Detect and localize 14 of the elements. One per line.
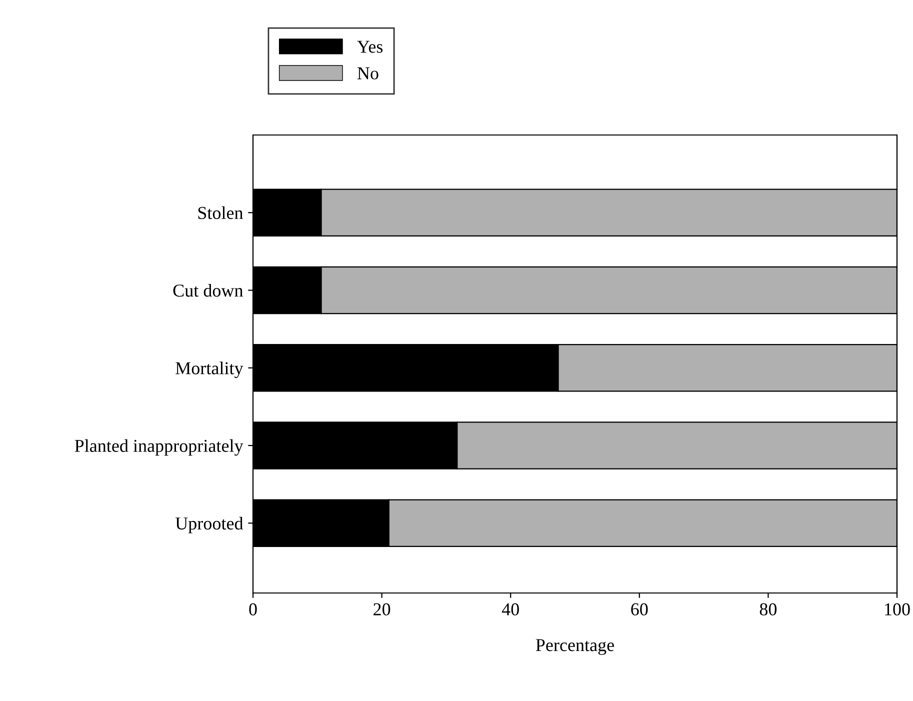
y-tick-label: Mortality bbox=[176, 362, 244, 378]
legend-label: Yes bbox=[357, 40, 383, 53]
legend-label: No bbox=[357, 67, 378, 80]
x-axis-title: Percentage bbox=[536, 639, 614, 655]
y-tick-label: Uprooted bbox=[175, 516, 244, 534]
x-tick-label: 80 bbox=[760, 603, 777, 616]
x-tick-label: 20 bbox=[374, 603, 390, 616]
x-tick-label: 60 bbox=[631, 603, 648, 616]
x-tick-label: 0 bbox=[249, 603, 257, 616]
y-tick-label: Stolen bbox=[198, 206, 244, 220]
y-tick-label: Planted inappropriately bbox=[74, 439, 244, 456]
y-tick-label: Cut down bbox=[173, 284, 244, 297]
x-tick-label: 40 bbox=[502, 603, 519, 616]
x-tick-label: 100 bbox=[885, 603, 910, 616]
